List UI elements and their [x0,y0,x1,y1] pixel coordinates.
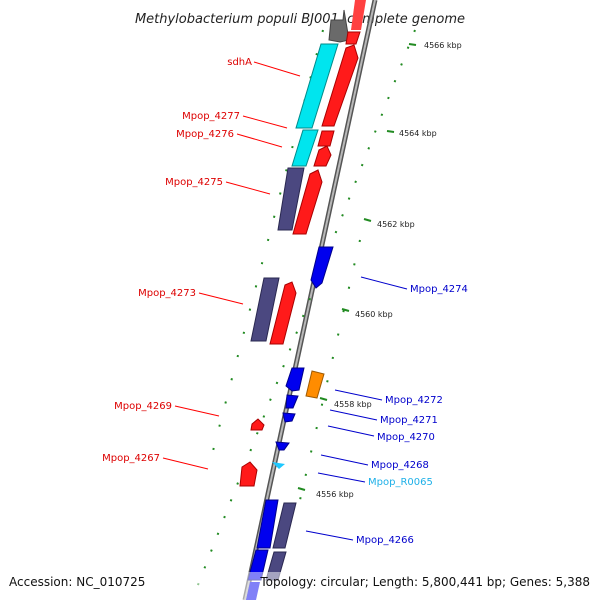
gene-label: Mpop_4274 [410,284,468,295]
right-labels: Mpop_4274 Mpop_4272 Mpop_4271 Mpop_4270 … [356,284,468,546]
gene-label: Mpop_4270 [377,432,435,443]
gene-label: sdhA [227,57,252,68]
scale-tick-label: 4558 kbp [334,400,372,409]
feature-sdha [295,43,339,129]
feature-mpop4276 [313,130,335,167]
feature-mpop4266 [246,499,297,600]
feature-mpop4274 [310,246,334,289]
scale-tick-label: 4564 kbp [399,129,437,138]
gene-label: Mpop_4275 [165,177,223,188]
topology-text: Topology: circular; Length: 5,800,441 bp… [259,575,590,589]
gene-label: Mpop_4267 [102,453,160,464]
scale-tick-label: 4566 kbp [424,41,462,50]
feature-red-column-top [321,44,359,127]
feature-mpop4273 [250,277,280,342]
feature-mpop4275 [277,167,305,231]
feature-top-red [345,0,366,45]
feature-mpop4271 [285,394,299,409]
feature-mpopr0065 [272,462,285,469]
feature-mpop4272 [285,367,325,399]
gene-label: Mpop_4273 [138,288,196,299]
gene-label: Mpop_R0065 [368,477,433,488]
feature-mpop4269 [250,418,265,431]
feature-mpop4277 [291,129,319,167]
gene-label: Mpop_4277 [182,111,240,122]
left-label-leaders [162,61,301,470]
scale-tick-label: 4562 kbp [377,220,415,229]
feature-mpop4268 [275,441,290,451]
left-labels: sdhA Mpop_4277 Mpop_4276 Mpop_4275 Mpop_… [102,57,252,464]
scale-ticks: 4566 kbp 4564 kbp 4562 kbp 4560 kbp 4558… [297,41,462,499]
accession-text: Accession: NC_010725 [9,575,145,589]
gene-label: Mpop_4276 [176,129,234,140]
map-title: Methylobacterium populi BJ001, complete … [135,12,465,27]
footer: Accession: NC_010725 Topology: circular;… [0,572,600,600]
gene-label: Mpop_4272 [385,395,443,406]
feature-red-4275 [292,169,323,235]
gene-label: Mpop_4271 [380,415,438,426]
scale-tick-label: 4560 kbp [355,310,393,319]
feature-mpop4270 [282,412,296,423]
feature-mpop4267 [239,461,258,487]
scale-tick-label: 4556 kbp [316,490,354,499]
feature-red-4273 [269,281,297,345]
right-label-leaders [305,276,408,541]
gene-label: Mpop_4268 [371,460,429,471]
gene-label: Mpop_4266 [356,535,414,546]
gene-label: Mpop_4269 [114,401,172,412]
